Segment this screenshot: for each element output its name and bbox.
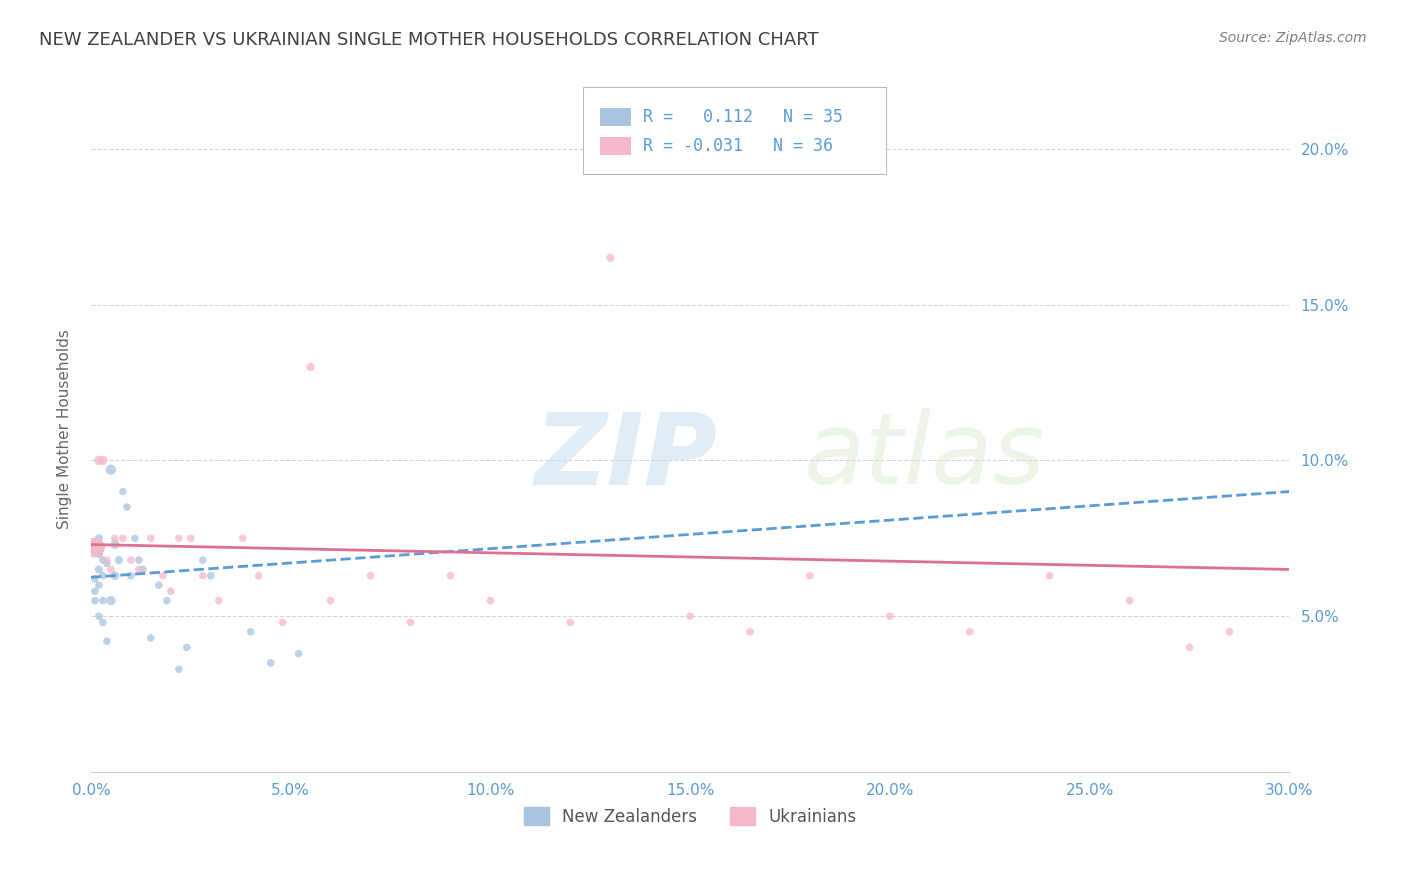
Point (148, 578, 170, 592)
Point (159, 584, 181, 599)
Point (479, 593, 502, 607)
Point (84, 593, 107, 607)
Point (111, 484, 134, 499)
Point (132, 562, 155, 576)
Point (287, 647, 309, 661)
Point (738, 624, 761, 639)
Point (87, 547, 110, 561)
Point (232, 531, 254, 545)
Point (1118, 593, 1140, 607)
Point (87, 453, 110, 467)
Text: R =   0.112   N = 35: R = 0.112 N = 35 (643, 108, 842, 126)
Legend: New Zealanders, Ukrainians: New Zealanders, Ukrainians (517, 801, 863, 832)
Point (959, 624, 981, 639)
Point (360, 568, 382, 582)
Point (100, 463, 122, 477)
Point (120, 553, 142, 567)
Point (96, 553, 118, 567)
Point (191, 553, 214, 567)
Point (91, 553, 114, 567)
Point (139, 631, 162, 645)
Point (100, 593, 122, 607)
Point (91, 568, 114, 582)
Point (152, 568, 174, 582)
Point (100, 562, 122, 576)
Point (319, 593, 342, 607)
Text: Source: ZipAtlas.com: Source: ZipAtlas.com (1219, 31, 1367, 45)
Point (799, 568, 821, 582)
Point (299, 359, 322, 374)
Point (128, 553, 150, 567)
Point (260, 656, 283, 670)
Point (115, 500, 138, 515)
Text: NEW ZEALANDER VS UKRAINIAN SINGLE MOTHER HOUSEHOLDS CORRELATION CHART: NEW ZEALANDER VS UKRAINIAN SINGLE MOTHER… (39, 31, 818, 49)
Point (679, 609, 702, 624)
Text: R = -0.031   N = 36: R = -0.031 N = 36 (643, 137, 832, 155)
Point (208, 593, 231, 607)
Point (156, 593, 179, 607)
Text: atlas: atlas (804, 409, 1046, 505)
Point (128, 562, 150, 576)
Point (87, 609, 110, 624)
Point (91, 615, 114, 630)
Point (191, 568, 214, 582)
Point (239, 624, 262, 639)
Point (91, 453, 114, 467)
Point (104, 531, 127, 545)
Point (96, 634, 118, 648)
Point (96, 556, 118, 570)
Point (176, 640, 198, 655)
Point (439, 568, 461, 582)
Point (104, 568, 127, 582)
Point (180, 531, 202, 545)
Point (271, 615, 294, 630)
Point (84, 541, 107, 555)
Point (124, 531, 146, 545)
Point (120, 568, 142, 582)
Point (247, 568, 270, 582)
Point (1178, 640, 1201, 655)
Point (91, 593, 114, 607)
Point (111, 531, 134, 545)
Point (108, 553, 131, 567)
Point (84, 541, 107, 555)
Point (139, 531, 162, 545)
Point (599, 251, 621, 265)
Point (167, 662, 190, 676)
Text: ZIP: ZIP (534, 409, 717, 505)
Point (84, 584, 107, 599)
Point (104, 537, 127, 551)
Point (84, 541, 107, 555)
Point (1218, 624, 1240, 639)
Point (87, 578, 110, 592)
Point (87, 562, 110, 576)
Point (167, 531, 190, 545)
Point (1039, 568, 1062, 582)
Point (200, 568, 222, 582)
Point (560, 615, 582, 630)
Point (87, 531, 110, 545)
Point (399, 615, 422, 630)
Point (879, 609, 901, 624)
Point (84, 572, 107, 586)
Y-axis label: Single Mother Households: Single Mother Households (58, 329, 72, 529)
